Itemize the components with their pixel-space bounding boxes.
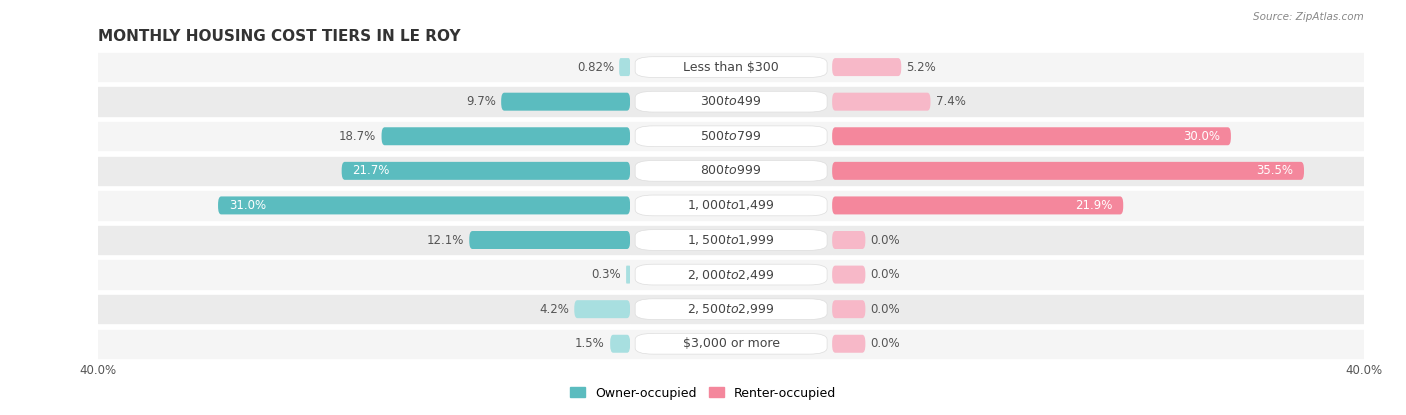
FancyBboxPatch shape <box>619 58 630 76</box>
Text: 5.2%: 5.2% <box>907 61 936 73</box>
Bar <box>832 122 1364 151</box>
FancyBboxPatch shape <box>832 231 865 249</box>
Bar <box>832 53 1364 81</box>
Text: 35.5%: 35.5% <box>1257 164 1294 177</box>
Bar <box>832 156 1364 185</box>
Bar <box>630 156 832 185</box>
Bar <box>630 122 832 151</box>
Bar <box>832 226 1364 254</box>
FancyBboxPatch shape <box>832 196 1123 215</box>
Text: 30.0%: 30.0% <box>1184 130 1220 143</box>
FancyBboxPatch shape <box>832 127 1230 145</box>
Text: $3,000 or more: $3,000 or more <box>683 337 779 350</box>
Bar <box>832 295 1364 323</box>
FancyBboxPatch shape <box>342 162 630 180</box>
Text: 31.0%: 31.0% <box>229 199 266 212</box>
Text: 0.82%: 0.82% <box>576 61 614 73</box>
FancyBboxPatch shape <box>636 229 827 250</box>
Text: $2,500 to $2,999: $2,500 to $2,999 <box>688 302 775 316</box>
Text: $1,000 to $1,499: $1,000 to $1,499 <box>688 198 775 212</box>
Text: 21.9%: 21.9% <box>1076 199 1112 212</box>
Text: MONTHLY HOUSING COST TIERS IN LE ROY: MONTHLY HOUSING COST TIERS IN LE ROY <box>98 29 461 44</box>
Bar <box>98 226 630 254</box>
FancyBboxPatch shape <box>832 300 865 318</box>
FancyBboxPatch shape <box>832 58 901 76</box>
Text: $500 to $799: $500 to $799 <box>700 130 762 143</box>
FancyBboxPatch shape <box>832 162 1303 180</box>
Text: 7.4%: 7.4% <box>936 95 966 108</box>
Text: 0.0%: 0.0% <box>870 234 900 247</box>
FancyBboxPatch shape <box>626 266 630 283</box>
Text: 1.5%: 1.5% <box>575 337 605 350</box>
FancyBboxPatch shape <box>832 335 865 353</box>
Bar <box>832 191 1364 220</box>
FancyBboxPatch shape <box>636 264 827 285</box>
Text: $300 to $499: $300 to $499 <box>700 95 762 108</box>
FancyBboxPatch shape <box>381 127 630 145</box>
Text: Less than $300: Less than $300 <box>683 61 779 73</box>
FancyBboxPatch shape <box>501 93 630 111</box>
Text: 12.1%: 12.1% <box>426 234 464 247</box>
FancyBboxPatch shape <box>636 57 827 78</box>
Text: 9.7%: 9.7% <box>465 95 496 108</box>
Text: $800 to $999: $800 to $999 <box>700 164 762 177</box>
Bar <box>98 156 630 185</box>
Bar <box>98 261 630 289</box>
Text: 21.7%: 21.7% <box>353 164 389 177</box>
FancyBboxPatch shape <box>636 161 827 181</box>
Bar <box>630 53 832 81</box>
FancyBboxPatch shape <box>832 93 931 111</box>
FancyBboxPatch shape <box>218 196 630 215</box>
Bar <box>98 53 630 81</box>
Bar <box>98 191 630 220</box>
FancyBboxPatch shape <box>470 231 630 249</box>
FancyBboxPatch shape <box>636 333 827 354</box>
Bar <box>630 191 832 220</box>
Bar <box>98 88 630 116</box>
Bar <box>630 226 832 254</box>
FancyBboxPatch shape <box>636 299 827 320</box>
Text: 18.7%: 18.7% <box>339 130 377 143</box>
FancyBboxPatch shape <box>636 195 827 216</box>
Text: 0.0%: 0.0% <box>870 337 900 350</box>
Text: Source: ZipAtlas.com: Source: ZipAtlas.com <box>1253 12 1364 22</box>
FancyBboxPatch shape <box>610 335 630 353</box>
FancyBboxPatch shape <box>574 300 630 318</box>
FancyBboxPatch shape <box>832 266 865 283</box>
Text: 0.0%: 0.0% <box>870 303 900 316</box>
Bar <box>630 295 832 323</box>
Bar <box>832 330 1364 358</box>
Text: $2,000 to $2,499: $2,000 to $2,499 <box>688 268 775 282</box>
Text: $1,500 to $1,999: $1,500 to $1,999 <box>688 233 775 247</box>
Text: 4.2%: 4.2% <box>538 303 569 316</box>
Bar <box>832 261 1364 289</box>
FancyBboxPatch shape <box>636 91 827 112</box>
Legend: Owner-occupied, Renter-occupied: Owner-occupied, Renter-occupied <box>565 382 841 405</box>
Bar <box>630 330 832 358</box>
Text: 0.0%: 0.0% <box>870 268 900 281</box>
Bar <box>98 330 630 358</box>
Bar <box>98 122 630 151</box>
Text: 0.3%: 0.3% <box>591 268 621 281</box>
FancyBboxPatch shape <box>636 126 827 146</box>
Bar <box>630 261 832 289</box>
Bar <box>832 88 1364 116</box>
Bar <box>98 295 630 323</box>
Bar <box>630 88 832 116</box>
